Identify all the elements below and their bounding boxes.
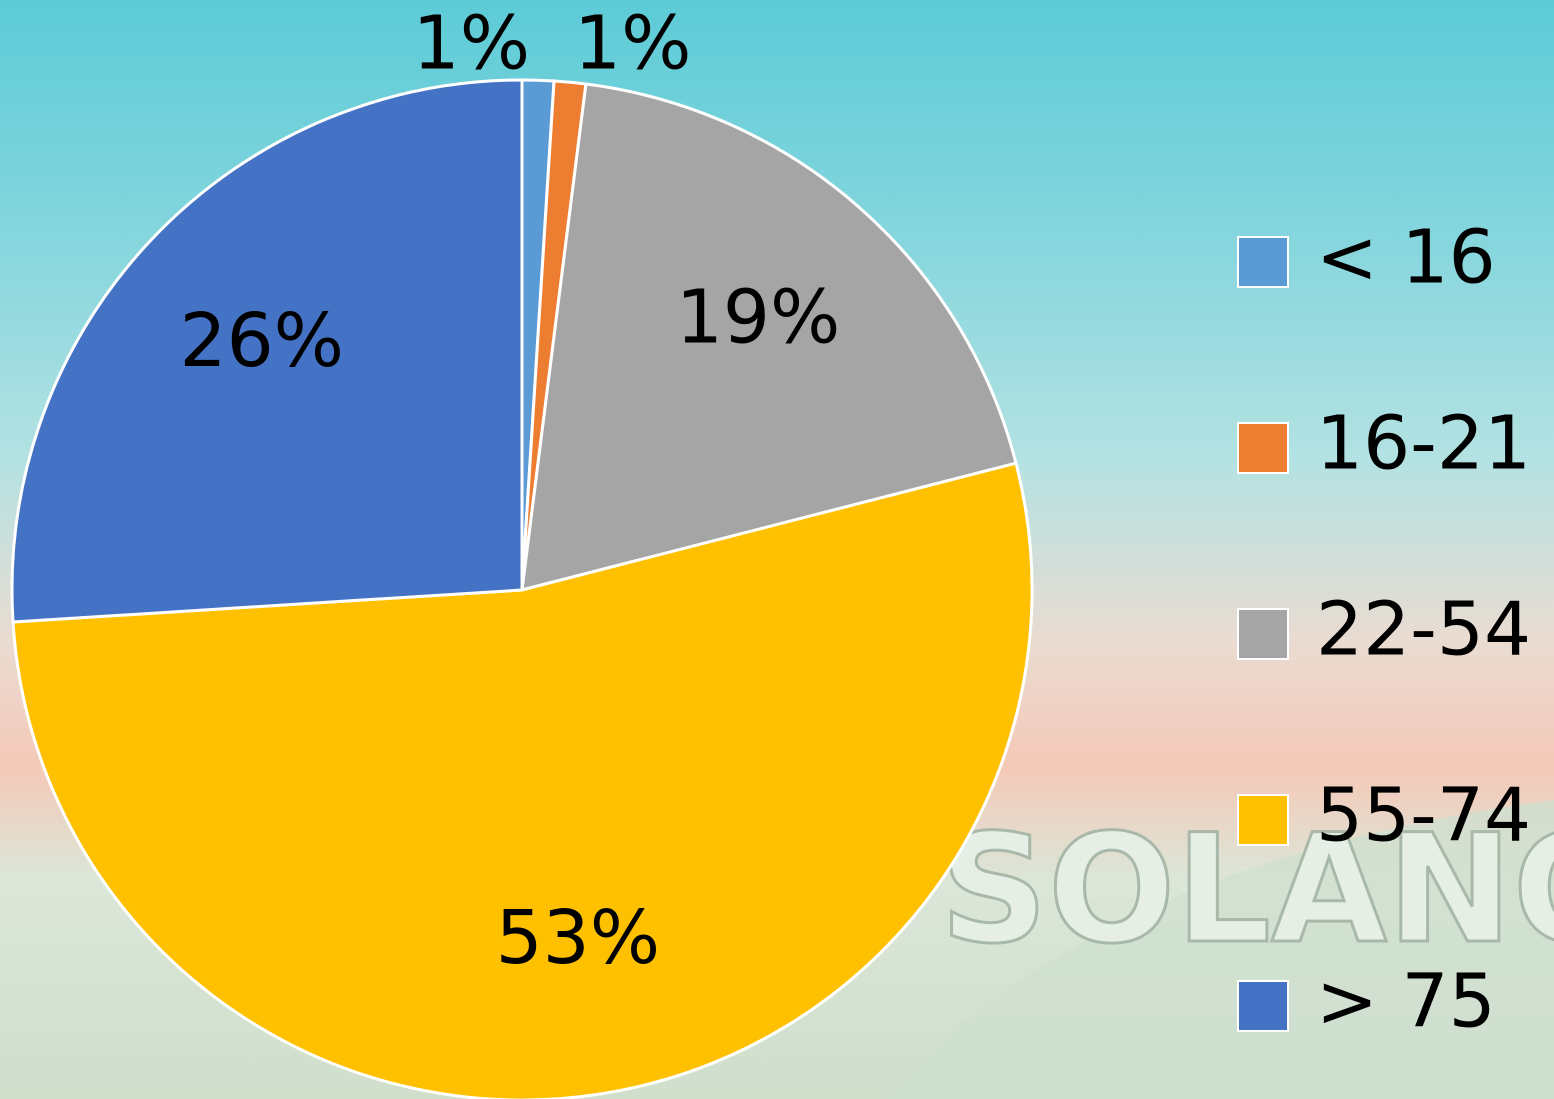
data-label: 26% — [180, 298, 344, 384]
data-label: 53% — [496, 895, 660, 981]
legend-label: < 16 — [1316, 215, 1496, 301]
legend-swatch — [1238, 609, 1288, 659]
legend-swatch — [1238, 423, 1288, 473]
data-label: 1% — [413, 1, 530, 87]
data-label: 19% — [676, 275, 840, 361]
legend-label: 16-21 — [1316, 401, 1531, 487]
legend-swatch — [1238, 237, 1288, 287]
legend-label: 22-54 — [1316, 587, 1531, 673]
legend-label: > 75 — [1316, 959, 1496, 1045]
page: SOLANO 1%1%19%53%26%< 1616-2122-5455-74>… — [0, 0, 1554, 1099]
legend-label: 55-74 — [1316, 773, 1531, 859]
chart: SOLANO 1%1%19%53%26%< 1616-2122-5455-74>… — [0, 0, 1554, 1099]
legend-swatch — [1238, 981, 1288, 1031]
legend-swatch — [1238, 795, 1288, 845]
data-label: 1% — [574, 1, 691, 87]
